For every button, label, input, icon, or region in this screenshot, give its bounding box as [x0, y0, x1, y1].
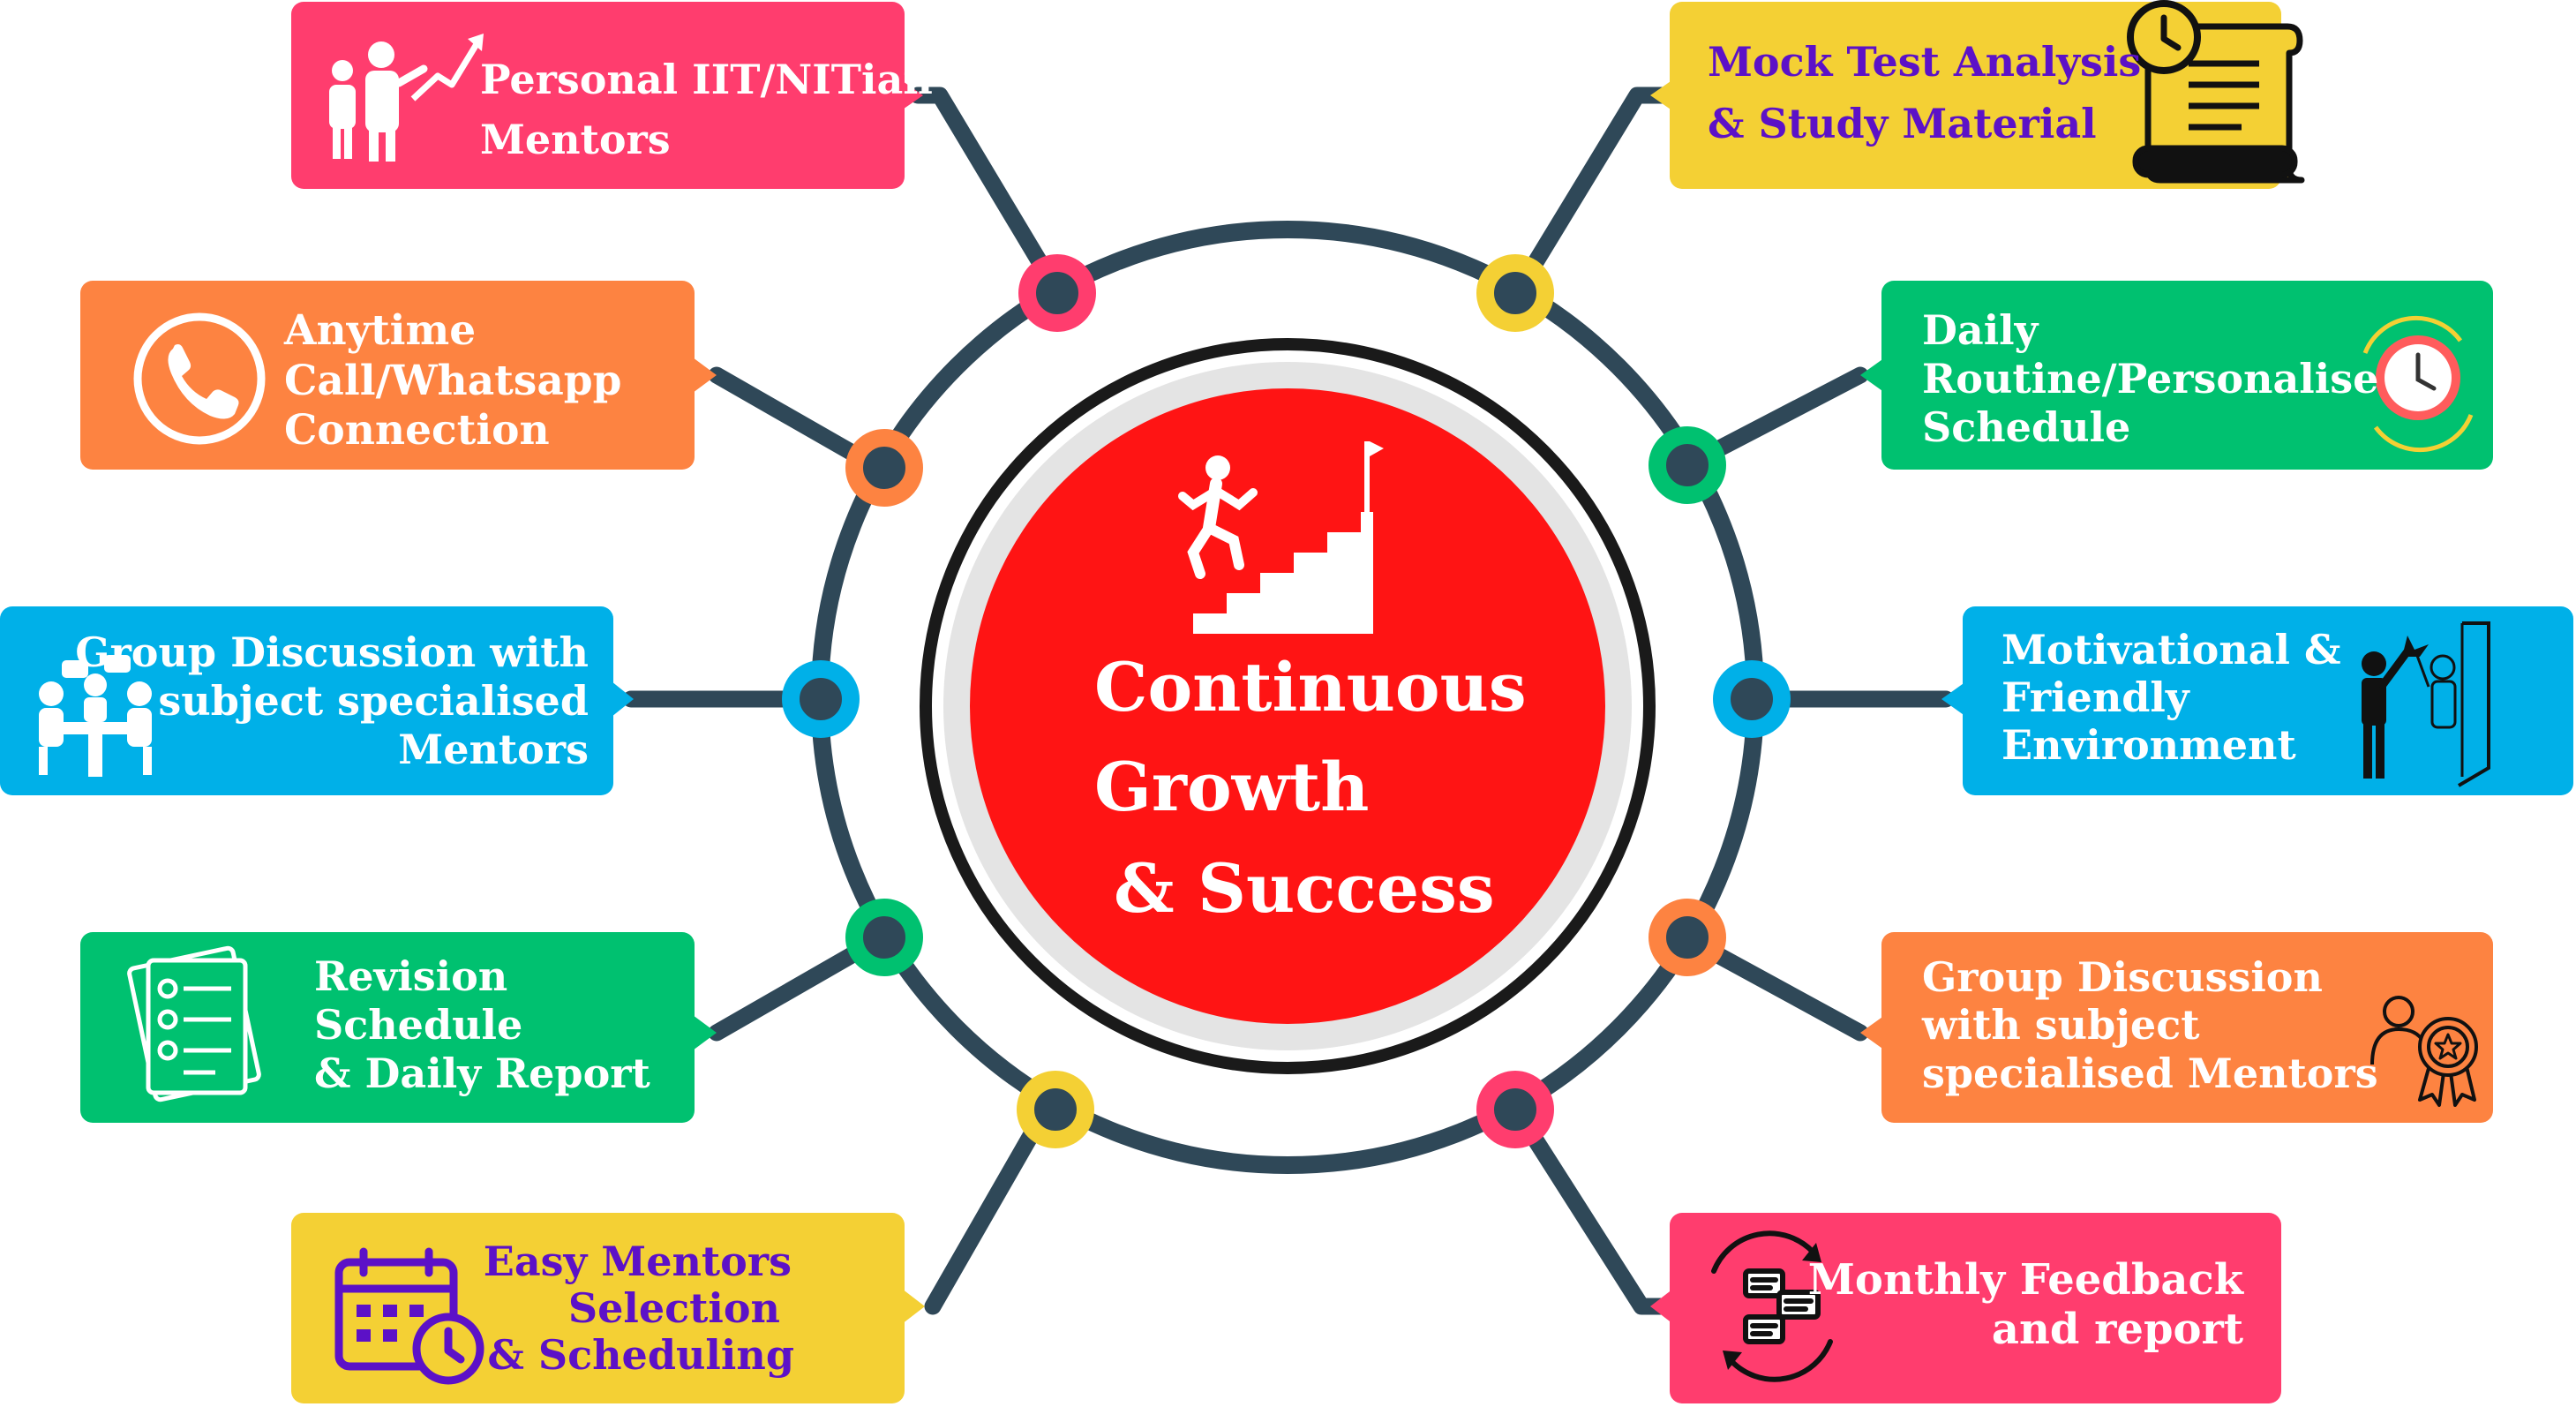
award-person-icon	[2370, 996, 2478, 1107]
card-revision-schedule-line-1: Revision	[314, 952, 507, 1000]
center-title-line-1: Continuous	[1094, 648, 1527, 726]
card-group-discussion-left-line-2: subject specialised	[158, 677, 589, 725]
connector-personal-mentors	[909, 87, 1066, 300]
card-anytime-call-line-2: Call/Whatsapp	[284, 357, 622, 405]
card-mock-test: Mock Test Analysis & Study Material	[1650, 0, 2305, 189]
card-revision-schedule-line-3: & Daily Report	[314, 1050, 651, 1097]
node-mock-test	[1476, 254, 1554, 332]
card-daily-routine-line-1: Daily	[1922, 306, 2039, 354]
card-easy-mentors: Easy Mentors Selection & Scheduling	[291, 1213, 925, 1403]
card-daily-routine: Daily Routine/Personalise Schedule	[1860, 281, 2493, 470]
connector-easy-mentors	[924, 1101, 1055, 1315]
node-revision-schedule	[845, 899, 923, 976]
scroll-clock-icon	[2127, 0, 2305, 184]
card-mock-test-line-2: & Study Material	[1708, 100, 2097, 147]
card-monthly-feedback-line-1: Monthly Feedback	[1808, 1255, 2245, 1305]
center-hub: Continuous Growth & Success	[920, 338, 1656, 1074]
node-motivational	[1713, 660, 1791, 738]
node-anytime-call	[845, 429, 923, 507]
card-revision-schedule-line-2: Schedule	[314, 1001, 522, 1049]
checklist-icon	[127, 945, 261, 1102]
center-red-disc	[970, 388, 1605, 1024]
center-title-line-3: & Success	[1114, 849, 1495, 928]
calendar-clock-icon	[334, 1247, 484, 1385]
nodes	[782, 254, 1791, 1148]
card-mock-test-line-1: Mock Test Analysis	[1708, 38, 2141, 86]
node-group-discussion-left	[782, 660, 860, 738]
card-personal-mentors-line-2: Mentors	[480, 116, 671, 163]
card-group-discussion-left: Group Discussion with subject specialise…	[0, 606, 634, 795]
card-anytime-call-line-1: Anytime	[283, 306, 476, 355]
center-title-line-2: Growth	[1094, 748, 1369, 826]
alarm-clock-icon	[2362, 315, 2474, 453]
node-daily-routine	[1648, 426, 1726, 504]
climbing-stairs-to-flag-icon	[1178, 441, 1384, 634]
card-group-discussion-right: Group Discussion with subject specialise…	[1860, 932, 2493, 1123]
card-anytime-call: Anytime Call/Whatsapp Connection	[80, 281, 717, 470]
phone-icon	[133, 312, 266, 445]
card-daily-routine-line-3: Schedule	[1922, 403, 2130, 451]
card-group-discussion-right-line-2: with subject	[1921, 1001, 2200, 1049]
card-motivational-line-2: Friendly	[2001, 673, 2190, 721]
card-daily-routine-line-2: Routine/Personalise	[1922, 355, 2378, 403]
card-personal-mentors-line-1: Personal IIT/NITian	[480, 56, 933, 103]
card-motivational-line-3: Environment	[2001, 721, 2296, 769]
node-easy-mentors	[1017, 1071, 1094, 1148]
connector-mock-test	[1509, 87, 1677, 300]
feedback-chat-cycle-icon	[1711, 1230, 1833, 1382]
card-anytime-call-line-3: Connection	[284, 406, 550, 455]
card-easy-mentors-line-2: Selection	[568, 1284, 780, 1332]
node-personal-mentors	[1018, 254, 1096, 332]
card-easy-mentors-line-3: & Scheduling	[487, 1331, 794, 1379]
node-group-discussion-right	[1648, 899, 1726, 976]
node-monthly-feedback	[1476, 1071, 1554, 1148]
card-group-discussion-left-line-3: Mentors	[398, 726, 589, 773]
card-group-discussion-left-line-1: Group Discussion with	[75, 628, 589, 676]
card-revision-schedule: Revision Schedule & Daily Report	[80, 932, 717, 1123]
high-five-mirror-icon	[2362, 621, 2490, 787]
card-monthly-feedback: Monthly Feedback and report	[1650, 1213, 2281, 1403]
card-motivational-line-1: Motivational &	[2001, 626, 2341, 673]
card-monthly-feedback-line-2: and report	[1992, 1305, 2243, 1354]
meeting-table-icon	[39, 655, 152, 777]
mentor-pointing-growth-icon	[329, 34, 484, 162]
card-group-discussion-right-line-1: Group Discussion	[1922, 953, 2323, 1001]
card-easy-mentors-line-1: Easy Mentors	[484, 1238, 792, 1285]
card-motivational: Motivational & Friendly Environment	[1941, 606, 2573, 795]
card-personal-mentors: Personal IIT/NITian Mentors	[291, 2, 933, 189]
connector-anytime-call	[708, 366, 884, 475]
card-group-discussion-right-line-3: specialised Mentors	[1922, 1050, 2378, 1097]
